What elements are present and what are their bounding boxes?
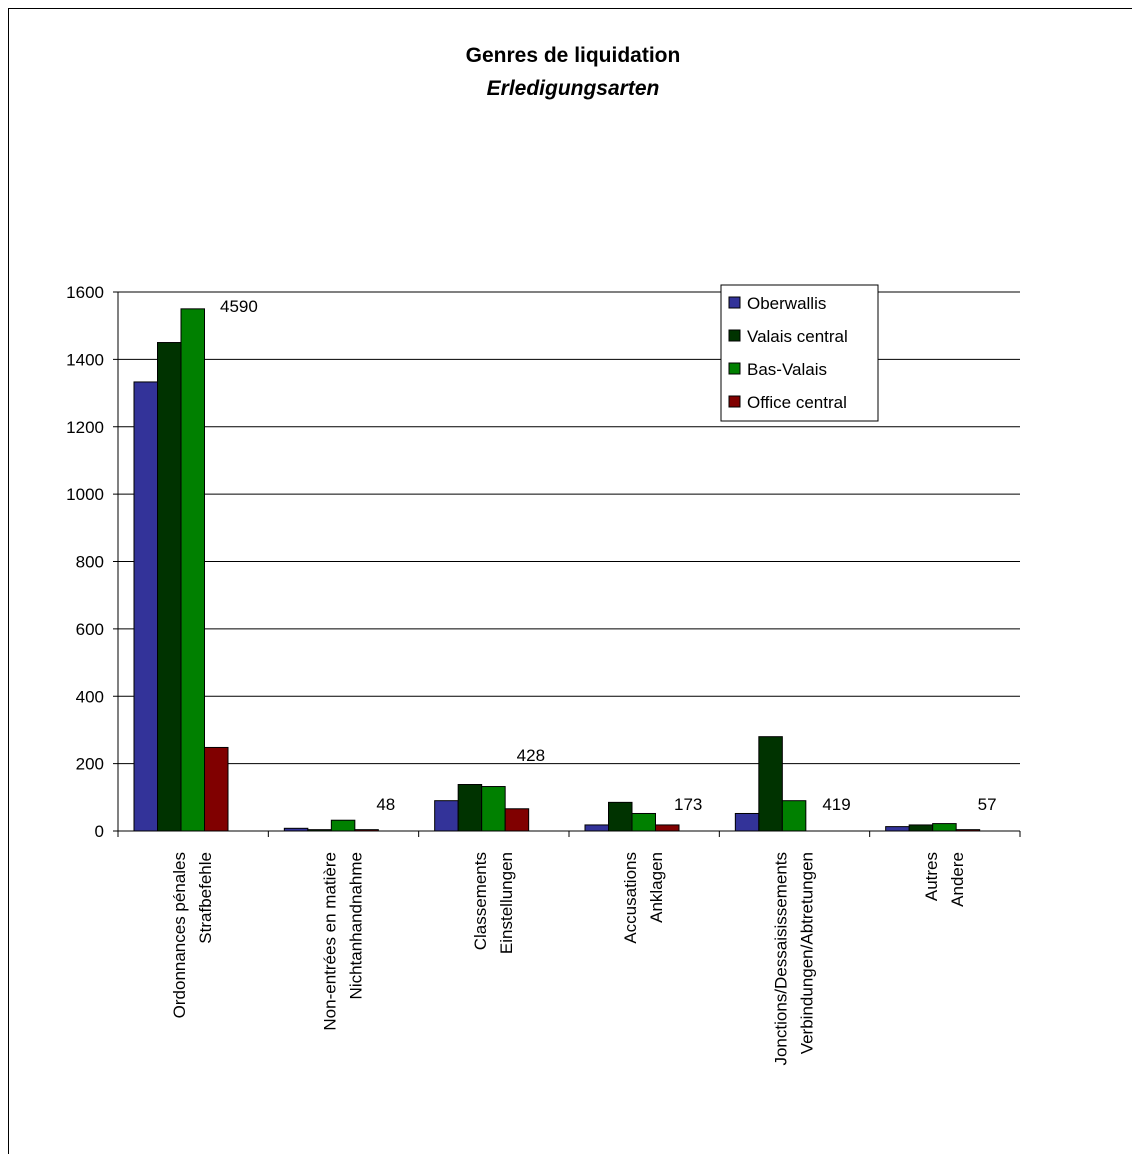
total-labels: 4590 48 428 173 419 57 [220,297,997,814]
category-label: Autres [922,852,941,901]
legend-swatch [728,296,741,309]
chart-title: Genres de liquidation [466,44,681,67]
bar [133,381,158,832]
bars [133,308,981,832]
bar [434,800,459,832]
bar [584,824,609,832]
y-tick-label: 400 [76,687,104,706]
total-label: 4590 [220,297,258,316]
legend-label: Bas-Valais [747,360,827,379]
y-tick-label: 200 [76,755,104,774]
bar [655,824,680,832]
total-label: 48 [376,795,395,814]
total-label: 57 [978,795,997,814]
bar [180,308,205,832]
bar [631,812,656,832]
y-tick-label: 1600 [66,283,104,302]
category-label: Jonctions/Dessaisissements [772,852,791,1066]
y-tick-label: 1200 [66,418,104,437]
bar [204,746,229,832]
legend-label: Oberwallis [747,294,826,313]
legend-label: Office central [747,393,847,412]
category-label: Ordonnances pénales [170,852,189,1018]
total-label: 173 [674,795,702,814]
bar [457,784,483,832]
category-label: Einstellungen [497,852,516,954]
category-label: Anklagen [647,852,666,923]
y-tick-label: 1000 [66,485,104,504]
legend: Oberwallis Valais central Bas-Valais Office… [720,284,879,422]
category-label: Verbindungen/Abtretungen [798,852,817,1054]
bar [734,812,760,832]
bar [504,808,530,832]
x-axis: Ordonnances pénales Strafbefehle Non-entré… [117,830,1021,1066]
legend-box [720,284,879,422]
bar [330,819,356,832]
category-label: Strafbefehle [196,852,215,944]
bar [781,800,807,832]
bar [932,823,957,832]
category-label: Accusations [621,852,640,944]
legend-swatch [728,395,741,408]
y-tick-label: 1400 [66,350,104,369]
y-axis: 0 200 400 600 800 1000 1200 1400 1600 [66,283,119,841]
y-tick-label: 800 [76,553,104,572]
category-label: Andere [948,852,967,907]
chart-subtitle: Erledigungsarten [487,77,660,100]
y-tick-label: 0 [95,822,104,841]
bar [481,786,506,832]
y-tick-label: 600 [76,620,104,639]
bar [758,736,783,832]
bar [157,342,182,832]
total-label: 419 [822,795,850,814]
legend-swatch [728,329,741,342]
category-label: Classements [471,852,490,950]
total-label: 428 [517,746,545,765]
bar [908,824,934,832]
bar [608,801,633,832]
gridlines [118,291,1020,832]
chart-frame [8,8,1132,1154]
bar [885,826,910,832]
category-label: Non-entrées en matière [321,852,340,1031]
legend-label: Valais central [747,327,848,346]
legend-swatch [728,362,741,375]
category-label: Nichtanhandnahme [347,852,366,999]
